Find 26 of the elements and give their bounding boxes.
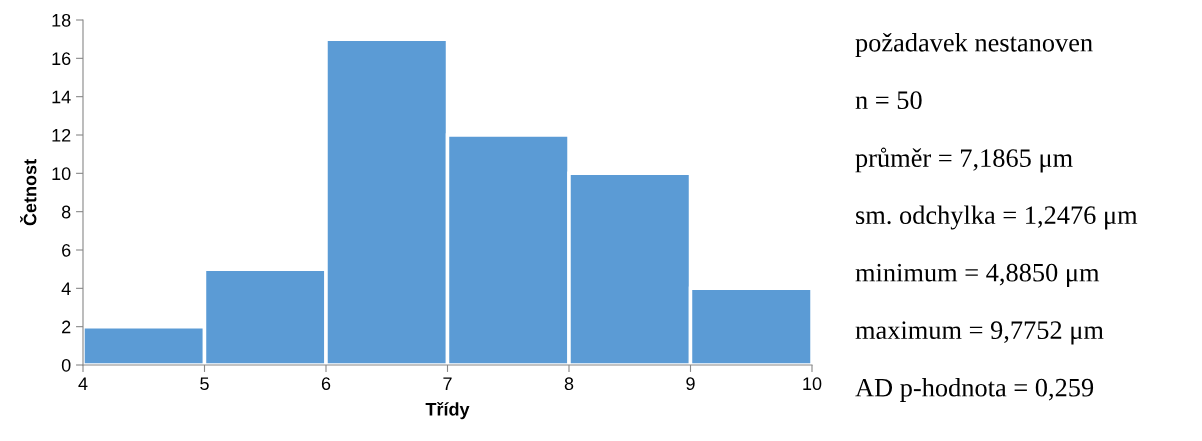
x-tick-label: 6 xyxy=(321,377,331,391)
y-tick-label: 10 xyxy=(52,167,71,181)
text: průměr = 7,1865 μm xyxy=(855,147,1073,173)
x-tick-label: 4 xyxy=(78,377,88,390)
x-tick-label: 7 xyxy=(443,377,452,390)
y-tick-label: 12 xyxy=(52,128,71,142)
y-tick-label: 8 xyxy=(61,205,71,219)
x-tick-label: 5 xyxy=(200,377,209,391)
y-tick-label: 2 xyxy=(62,320,71,334)
x-tick-label: 10 xyxy=(803,377,822,391)
y-tick-label: 0 xyxy=(61,358,71,372)
y-tick-label: 16 xyxy=(52,52,71,66)
text: minimum = 4,8850 μm xyxy=(855,263,1100,287)
x-tick-label: 8 xyxy=(564,377,574,391)
y-axis-title: Četnost xyxy=(20,159,37,226)
text: sm. odchylka = 1,2476 μm xyxy=(856,205,1138,230)
text: maximum = 9,7752 μm xyxy=(855,321,1104,345)
y-tick-label: 18 xyxy=(52,13,71,27)
y-tick-label: 6 xyxy=(62,243,71,257)
text: n = 50 xyxy=(855,91,922,110)
x-axis-title: Třídy xyxy=(425,401,470,420)
text: požadavek nestanoven xyxy=(855,33,1093,57)
y-tick-label: 4 xyxy=(61,282,71,295)
x-tick-label: 9 xyxy=(686,377,695,391)
y-tick-label: 14 xyxy=(52,90,71,104)
text: AD p-hodnota = 0,259 xyxy=(855,378,1094,402)
